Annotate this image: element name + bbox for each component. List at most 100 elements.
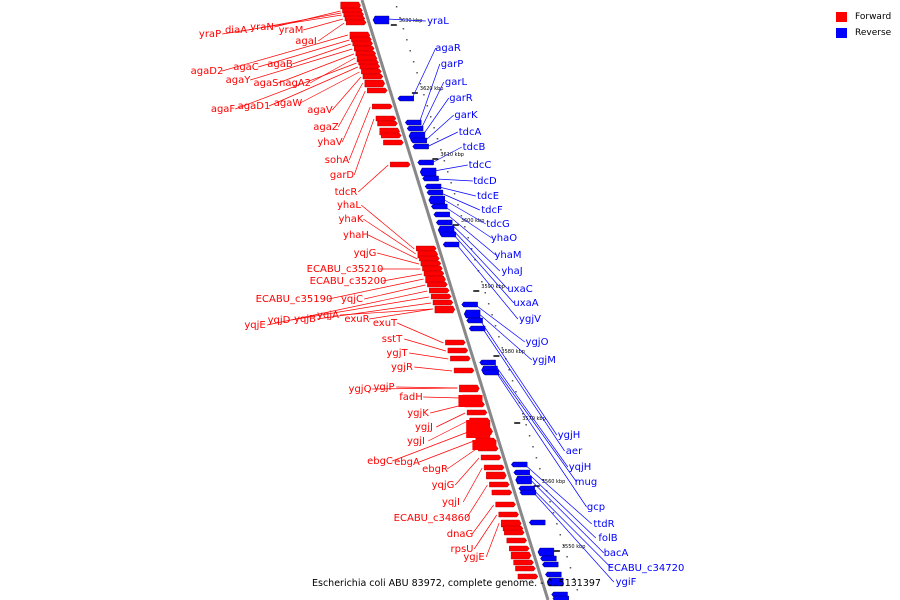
forward-gene-feature — [432, 299, 454, 306]
reverse-gene-feature — [372, 15, 390, 25]
reverse-label-line — [529, 478, 605, 554]
forward-gene-label: sohA — [325, 155, 350, 166]
forward-gene-feature — [491, 489, 513, 496]
trail-dot — [402, 28, 405, 30]
map-caption: Escherichia coli ABU 83972, complete gen… — [312, 578, 601, 589]
reverse-label-line — [533, 492, 615, 583]
forward-gene-label: agaS — [254, 78, 279, 89]
trail-dot — [426, 105, 429, 107]
reverse-label-line — [495, 368, 577, 483]
forward-label-line — [485, 522, 500, 558]
trail-dot — [556, 523, 558, 525]
forward-gene-label: yqjI — [442, 497, 460, 508]
trail-dot — [559, 534, 562, 536]
forward-gene-feature — [450, 355, 471, 362]
reverse-gene-label: garL — [445, 77, 468, 88]
forward-label-line — [430, 404, 463, 414]
forward-gene-label: ygjK — [407, 408, 429, 419]
forward-gene-label: nagA2 — [279, 78, 311, 89]
forward-gene-label: diaA — [225, 25, 247, 36]
reverse-label-line — [449, 222, 501, 272]
reverse-gene-label: agaR — [435, 43, 461, 54]
forward-gene-feature — [472, 440, 497, 450]
reverse-gene-feature — [513, 469, 530, 476]
forward-gene-label: exuT — [373, 318, 398, 329]
forward-label-line — [235, 62, 357, 110]
forward-label-line — [363, 218, 417, 255]
trail-dot — [511, 380, 514, 382]
trail-dot — [433, 127, 435, 129]
legend-label-forward: Forward — [855, 12, 892, 22]
reverse-label-line — [436, 178, 473, 182]
forward-label-line — [392, 430, 471, 462]
trail-dot — [569, 567, 572, 569]
forward-gene-feature — [422, 265, 443, 272]
reverse-gene-feature — [412, 143, 429, 150]
forward-gene-label: agaD1 — [238, 101, 271, 112]
trail-dot — [508, 369, 510, 371]
trail-dot — [412, 61, 415, 63]
forward-gene-label: yqjB — [294, 314, 316, 325]
forward-label-line — [340, 308, 433, 316]
trail-dot — [525, 424, 527, 426]
trail-dot — [491, 314, 493, 316]
forward-gene-label: ECABU_c35190 — [256, 294, 333, 305]
reverse-gene-feature — [461, 301, 478, 308]
forward-label-line — [353, 118, 375, 176]
tick-label: 3610 kbp — [440, 152, 464, 158]
forward-gene-label: yqjC — [341, 294, 363, 305]
reverse-gene-feature — [510, 461, 528, 468]
forward-gene-label: yqjD — [268, 315, 291, 326]
forward-gene-feature — [498, 511, 519, 518]
forward-gene-label: ebgA — [394, 457, 420, 468]
reverse-gene-feature — [428, 195, 445, 205]
forward-gene-feature — [344, 15, 366, 22]
forward-gene-feature — [375, 115, 397, 122]
trail-dot — [453, 193, 456, 195]
reverse-label-line — [445, 206, 492, 239]
forward-gene-feature — [352, 40, 373, 47]
trail-dot — [528, 435, 531, 437]
reverse-label-line — [411, 47, 437, 100]
forward-label-line — [423, 396, 461, 399]
reverse-gene-feature — [463, 309, 481, 319]
forward-gene-label: ECABU_c35200 — [310, 276, 387, 287]
reverse-label-line — [431, 146, 462, 164]
forward-label-line — [318, 22, 345, 42]
forward-gene-label: yhaV — [317, 137, 342, 148]
legend-item-forward: Forward — [836, 9, 891, 25]
reverse-gene-label: yhaM — [494, 250, 521, 261]
tick-label: 3600 kbp — [461, 218, 485, 224]
trail-dot — [501, 347, 504, 349]
forward-gene-feature — [354, 45, 375, 52]
forward-gene-label: yqjE — [244, 320, 265, 331]
forward-gene-label: agaC — [233, 62, 259, 73]
reverse-gene-feature — [466, 317, 483, 324]
reverse-label-line — [482, 328, 565, 452]
reverse-gene-label: garR — [449, 93, 473, 104]
forward-label-line — [250, 48, 353, 81]
forward-gene-feature — [489, 481, 510, 488]
trail-dot — [429, 116, 432, 118]
forward-gene-label: yqjA — [317, 310, 339, 321]
forward-gene-feature — [502, 525, 524, 532]
trail-dot — [395, 6, 398, 8]
reverse-gene-feature — [435, 219, 453, 226]
reverse-label-line — [418, 63, 441, 124]
forward-label-line — [357, 164, 389, 193]
reverse-label-line — [434, 164, 468, 172]
forward-label-line — [292, 43, 351, 65]
forward-gene-label: ebgR — [422, 464, 448, 475]
reverse-gene-feature — [552, 595, 569, 600]
forward-gene-label: fadH — [399, 392, 423, 403]
trail-dot — [440, 149, 442, 151]
forward-label-line — [473, 514, 498, 550]
trail-dot — [487, 303, 490, 305]
forward-label-line — [328, 278, 424, 300]
forward-gene-label: ygjQ — [349, 384, 372, 395]
forward-label-line — [369, 308, 433, 320]
tick-label: 3580 kbp — [501, 349, 525, 355]
forward-label-line — [454, 457, 480, 486]
forward-gene-label: ygjE — [463, 552, 484, 563]
reverse-label-line — [475, 304, 526, 343]
